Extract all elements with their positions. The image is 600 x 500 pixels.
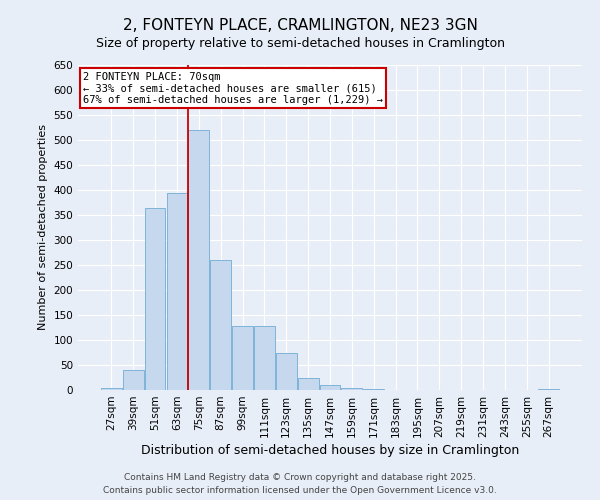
Text: Contains HM Land Registry data © Crown copyright and database right 2025.
Contai: Contains HM Land Registry data © Crown c… [103, 474, 497, 495]
X-axis label: Distribution of semi-detached houses by size in Cramlington: Distribution of semi-detached houses by … [141, 444, 519, 457]
Text: 2 FONTEYN PLACE: 70sqm
← 33% of semi-detached houses are smaller (615)
67% of se: 2 FONTEYN PLACE: 70sqm ← 33% of semi-det… [83, 72, 383, 104]
Bar [188, 130, 209, 390]
Bar [254, 326, 275, 390]
Bar [538, 389, 559, 390]
Bar [276, 352, 296, 390]
Bar [364, 389, 384, 390]
Bar [167, 192, 187, 390]
Bar [320, 385, 340, 390]
Bar [123, 370, 143, 390]
Bar [101, 388, 122, 390]
Bar [298, 378, 319, 390]
Bar [232, 326, 253, 390]
Y-axis label: Number of semi-detached properties: Number of semi-detached properties [38, 124, 48, 330]
Bar [210, 260, 231, 390]
Text: Size of property relative to semi-detached houses in Cramlington: Size of property relative to semi-detach… [95, 38, 505, 51]
Text: 2, FONTEYN PLACE, CRAMLINGTON, NE23 3GN: 2, FONTEYN PLACE, CRAMLINGTON, NE23 3GN [122, 18, 478, 32]
Bar [145, 208, 166, 390]
Bar [341, 388, 362, 390]
